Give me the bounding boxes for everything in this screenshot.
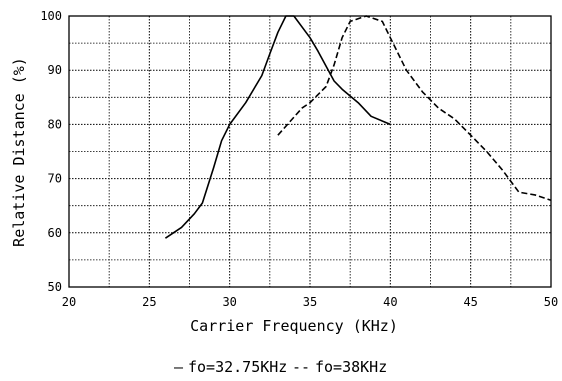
- x-axis-title: Carrier Frequency (KHz): [190, 317, 398, 335]
- y-tick-label: 80: [48, 117, 62, 131]
- y-tick-label: 50: [48, 280, 62, 294]
- series-line-2: [277, 15, 552, 202]
- y-tick-label: 100: [40, 9, 62, 23]
- y-tick-label: 90: [48, 63, 62, 77]
- x-tick-label: 25: [142, 295, 156, 309]
- plot-frame: [68, 15, 552, 288]
- axis-layer: [68, 15, 552, 288]
- x-tick-label: 45: [463, 295, 477, 309]
- series-layer: [164, 15, 552, 239]
- x-tick-label: 30: [222, 295, 236, 309]
- x-tick-label: 35: [303, 295, 317, 309]
- y-tick-label: 70: [48, 172, 62, 186]
- legend-symbol-dashed: --: [292, 358, 310, 376]
- x-tick-label: 20: [62, 295, 76, 309]
- x-tick-label: 40: [383, 295, 397, 309]
- x-tick-label: 50: [544, 295, 558, 309]
- legend-label-series-1: fo=32.75KHz: [188, 358, 287, 376]
- y-tick-label: 60: [48, 226, 62, 240]
- legend: – fo=32.75KHz -- fo=38KHz: [174, 358, 387, 376]
- label-layer: 20 25 30 35 40 45 50 50 60 70 80 90 100: [40, 9, 558, 309]
- legend-symbol-solid: –: [174, 358, 184, 376]
- series-line-1: [164, 15, 391, 239]
- legend-label-series-2: fo=38KHz: [315, 358, 387, 376]
- grid-layer: [69, 16, 551, 287]
- y-axis-title: Relative Distance (%): [10, 57, 28, 247]
